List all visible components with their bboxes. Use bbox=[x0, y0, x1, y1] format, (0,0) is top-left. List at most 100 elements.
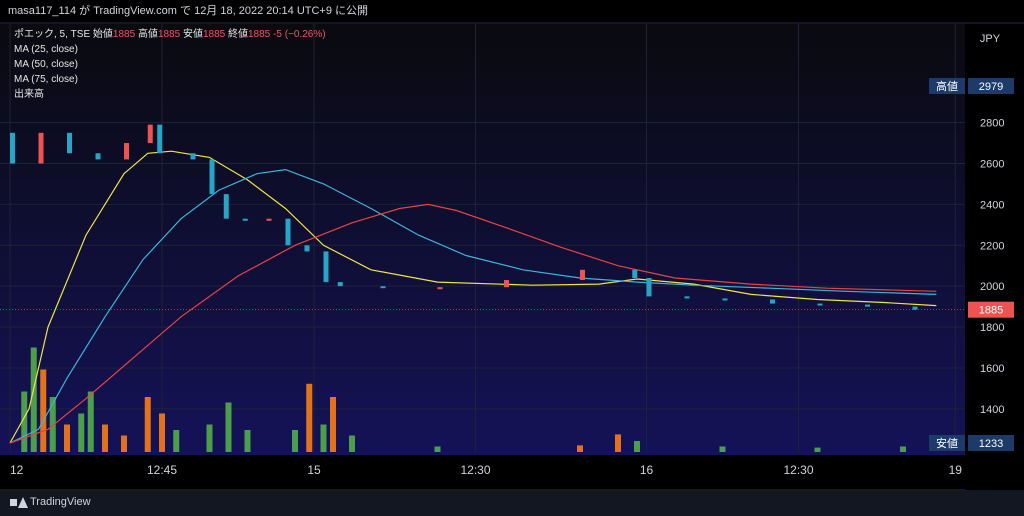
change-value: -5 (−0.26%) bbox=[273, 29, 326, 40]
open-value: 1885 bbox=[112, 29, 136, 40]
y-tick-label: 1600 bbox=[980, 363, 1004, 375]
volume-bar bbox=[634, 441, 640, 452]
currency-label: JPY bbox=[980, 33, 1001, 45]
ma-line bbox=[9, 168, 937, 444]
volume-bar bbox=[30, 347, 37, 452]
volume-bar bbox=[320, 424, 327, 452]
volume-bar bbox=[434, 446, 441, 452]
x-tick-label: 12:30 bbox=[783, 463, 813, 477]
candle-body bbox=[912, 306, 918, 310]
price-axis[interactable]: 1400 1600 1800 2000 2200 2400 2600 2800 高値 2979 18… bbox=[929, 78, 1014, 451]
time-axis[interactable]: 12 12:45 15 12:30 16 12:30 19 bbox=[0, 455, 965, 489]
volume-bar bbox=[102, 424, 108, 452]
volume-bars bbox=[21, 347, 906, 452]
close-label: 終値 bbox=[228, 29, 248, 40]
last-price-value: 1885 bbox=[979, 305, 1003, 317]
candle-body bbox=[95, 153, 101, 160]
candle-body bbox=[865, 304, 870, 307]
candle-body bbox=[580, 269, 585, 281]
volume-bar bbox=[49, 397, 56, 452]
candle-body bbox=[722, 298, 728, 301]
ma75-legend[interactable]: MA (75, close) bbox=[14, 74, 78, 85]
symbol-label: ポエック, 5, TSE bbox=[14, 29, 91, 40]
tradingview-logo-icon bbox=[10, 496, 28, 508]
high-label-box bbox=[929, 78, 965, 94]
volume-bar bbox=[292, 430, 298, 452]
open-label: 始値 bbox=[92, 29, 113, 40]
price-axis-panel bbox=[965, 24, 1024, 490]
candle-body bbox=[646, 277, 652, 297]
close-value: 1885 bbox=[248, 29, 271, 40]
tradingview-logo[interactable]: TradingView bbox=[10, 496, 91, 508]
last-price-value-box bbox=[968, 301, 1014, 318]
volume-bar bbox=[577, 445, 583, 452]
volume-bar bbox=[173, 430, 180, 452]
tradingview-logo-text: TradingView bbox=[30, 496, 91, 508]
low-value: 1233 bbox=[979, 438, 1003, 450]
footer-bar bbox=[0, 490, 1024, 516]
volume-bar bbox=[144, 397, 151, 452]
x-tick-label: 12:30 bbox=[460, 463, 490, 477]
ma50-legend[interactable]: MA (50, close) bbox=[14, 59, 78, 70]
y-tick-label: 2600 bbox=[980, 158, 1004, 170]
candle-body bbox=[337, 282, 343, 287]
low-value-box bbox=[968, 435, 1014, 451]
candle-body bbox=[190, 153, 196, 160]
y-tick-label: 1800 bbox=[980, 322, 1004, 334]
candle-body bbox=[147, 124, 153, 144]
candle-body bbox=[157, 124, 163, 154]
x-tick-label: 12:45 bbox=[147, 463, 177, 477]
volume-bar bbox=[64, 424, 70, 452]
volume-bar bbox=[244, 430, 251, 452]
candle-body bbox=[209, 159, 215, 195]
ma25-legend[interactable]: MA (25, close) bbox=[14, 44, 78, 55]
y-tick-label: 2000 bbox=[980, 281, 1004, 293]
volume-bar bbox=[330, 397, 336, 452]
candle-body bbox=[242, 218, 248, 221]
x-tick-label: 15 bbox=[307, 463, 321, 477]
x-tick-label: 16 bbox=[640, 463, 654, 477]
publish-info-text: masa117_114 が TradingView.com で 12月 18, … bbox=[8, 5, 369, 17]
price-chart[interactable]: 1400 1600 1800 2000 2200 2400 2600 2800 高値 2979 18… bbox=[0, 24, 1024, 490]
low-label: 安値 bbox=[936, 436, 958, 450]
volume-bar bbox=[206, 424, 213, 452]
candle-body bbox=[437, 287, 443, 290]
ma-line bbox=[9, 203, 937, 444]
high-value: 1885 bbox=[157, 29, 181, 40]
volume-bar bbox=[78, 413, 85, 452]
ma-line bbox=[9, 150, 937, 444]
volume-legend[interactable]: 出来高 bbox=[14, 89, 44, 100]
low-label-box bbox=[929, 435, 965, 451]
moving-averages bbox=[9, 150, 937, 444]
high-label: 高値 bbox=[137, 29, 158, 40]
volume-bar bbox=[121, 435, 127, 452]
volume-bar bbox=[40, 369, 47, 452]
publish-info-bar: masa117_114 が TradingView.com で 12月 18, … bbox=[0, 0, 1024, 22]
candle-body bbox=[223, 194, 229, 219]
volume-bar bbox=[225, 402, 232, 452]
candle-body bbox=[632, 269, 638, 278]
candle-body bbox=[817, 303, 823, 306]
volume-bar bbox=[900, 446, 906, 452]
x-tick-label: 12 bbox=[10, 463, 24, 477]
high-label: 高値 bbox=[936, 79, 958, 93]
candle-body bbox=[504, 280, 509, 288]
low-label: 安値 bbox=[182, 29, 203, 40]
candle-body bbox=[770, 299, 775, 304]
plot-background bbox=[0, 24, 965, 490]
y-tick-label: 2800 bbox=[980, 118, 1004, 130]
high-value: 2979 bbox=[979, 81, 1003, 93]
candle-body bbox=[10, 132, 15, 164]
volume-bar bbox=[21, 391, 28, 452]
volume-bar bbox=[306, 383, 313, 452]
high-value-box bbox=[968, 78, 1014, 94]
y-tick-label: 1400 bbox=[980, 404, 1004, 416]
ohlc-row: ポエック, 5, TSE 始値1885 高値1885 安値1885 終値1885… bbox=[14, 27, 326, 42]
volume-bar bbox=[87, 391, 94, 452]
time-axis-panel bbox=[0, 455, 965, 489]
candle-body bbox=[380, 286, 386, 289]
candle-body bbox=[266, 218, 272, 221]
chart-area[interactable]: 1400 1600 1800 2000 2200 2400 2600 2800 高値 2979 18… bbox=[0, 24, 1024, 490]
chart-legend: ポエック, 5, TSE 始値1885 高値1885 安値1885 終値1885… bbox=[14, 27, 326, 102]
candle-body bbox=[684, 296, 690, 299]
